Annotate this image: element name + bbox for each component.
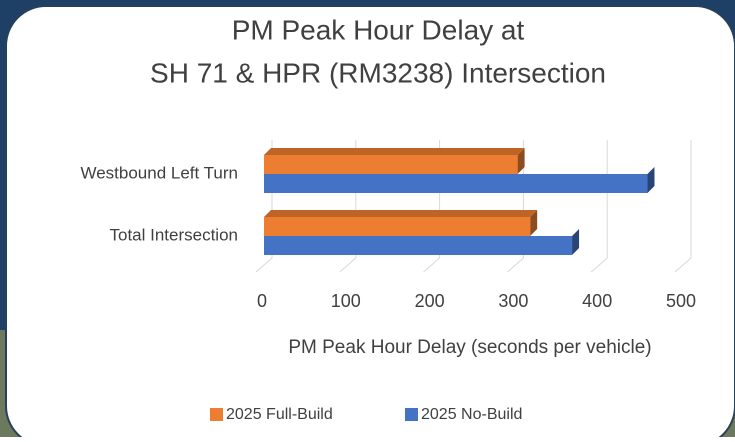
x-tick-label: 500 bbox=[666, 291, 696, 311]
x-tick-label: 100 bbox=[331, 291, 361, 311]
legend-swatch bbox=[405, 408, 418, 421]
x-axis-title: PM Peak Hour Delay (seconds per vehicle) bbox=[288, 337, 651, 358]
x-tick-label: 0 bbox=[257, 291, 267, 311]
chart-title: SH 71 & HPR (RM3238) Intersection bbox=[150, 57, 606, 88]
y-tick-label: Total Intersection bbox=[109, 225, 238, 244]
page: PM Peak Hour Delay at SH 71 & HPR (RM323… bbox=[0, 0, 735, 442]
legend-label: 2025 No-Build bbox=[421, 406, 522, 423]
y-tick-label: Westbound Left Turn bbox=[80, 163, 238, 182]
legend-swatch bbox=[210, 408, 223, 421]
legend-label: 2025 Full-Build bbox=[226, 406, 333, 423]
bar-top bbox=[264, 210, 537, 217]
x-tick-label: 200 bbox=[415, 291, 445, 311]
chart-title: PM Peak Hour Delay at bbox=[232, 14, 525, 45]
bar bbox=[264, 155, 518, 174]
bar-top bbox=[264, 148, 525, 155]
x-tick-label: 400 bbox=[582, 291, 612, 311]
bar bbox=[264, 174, 647, 193]
x-tick-label: 300 bbox=[498, 291, 528, 311]
bar bbox=[264, 217, 530, 236]
bar bbox=[264, 236, 572, 255]
chart: PM Peak Hour Delay at SH 71 & HPR (RM323… bbox=[0, 0, 735, 437]
